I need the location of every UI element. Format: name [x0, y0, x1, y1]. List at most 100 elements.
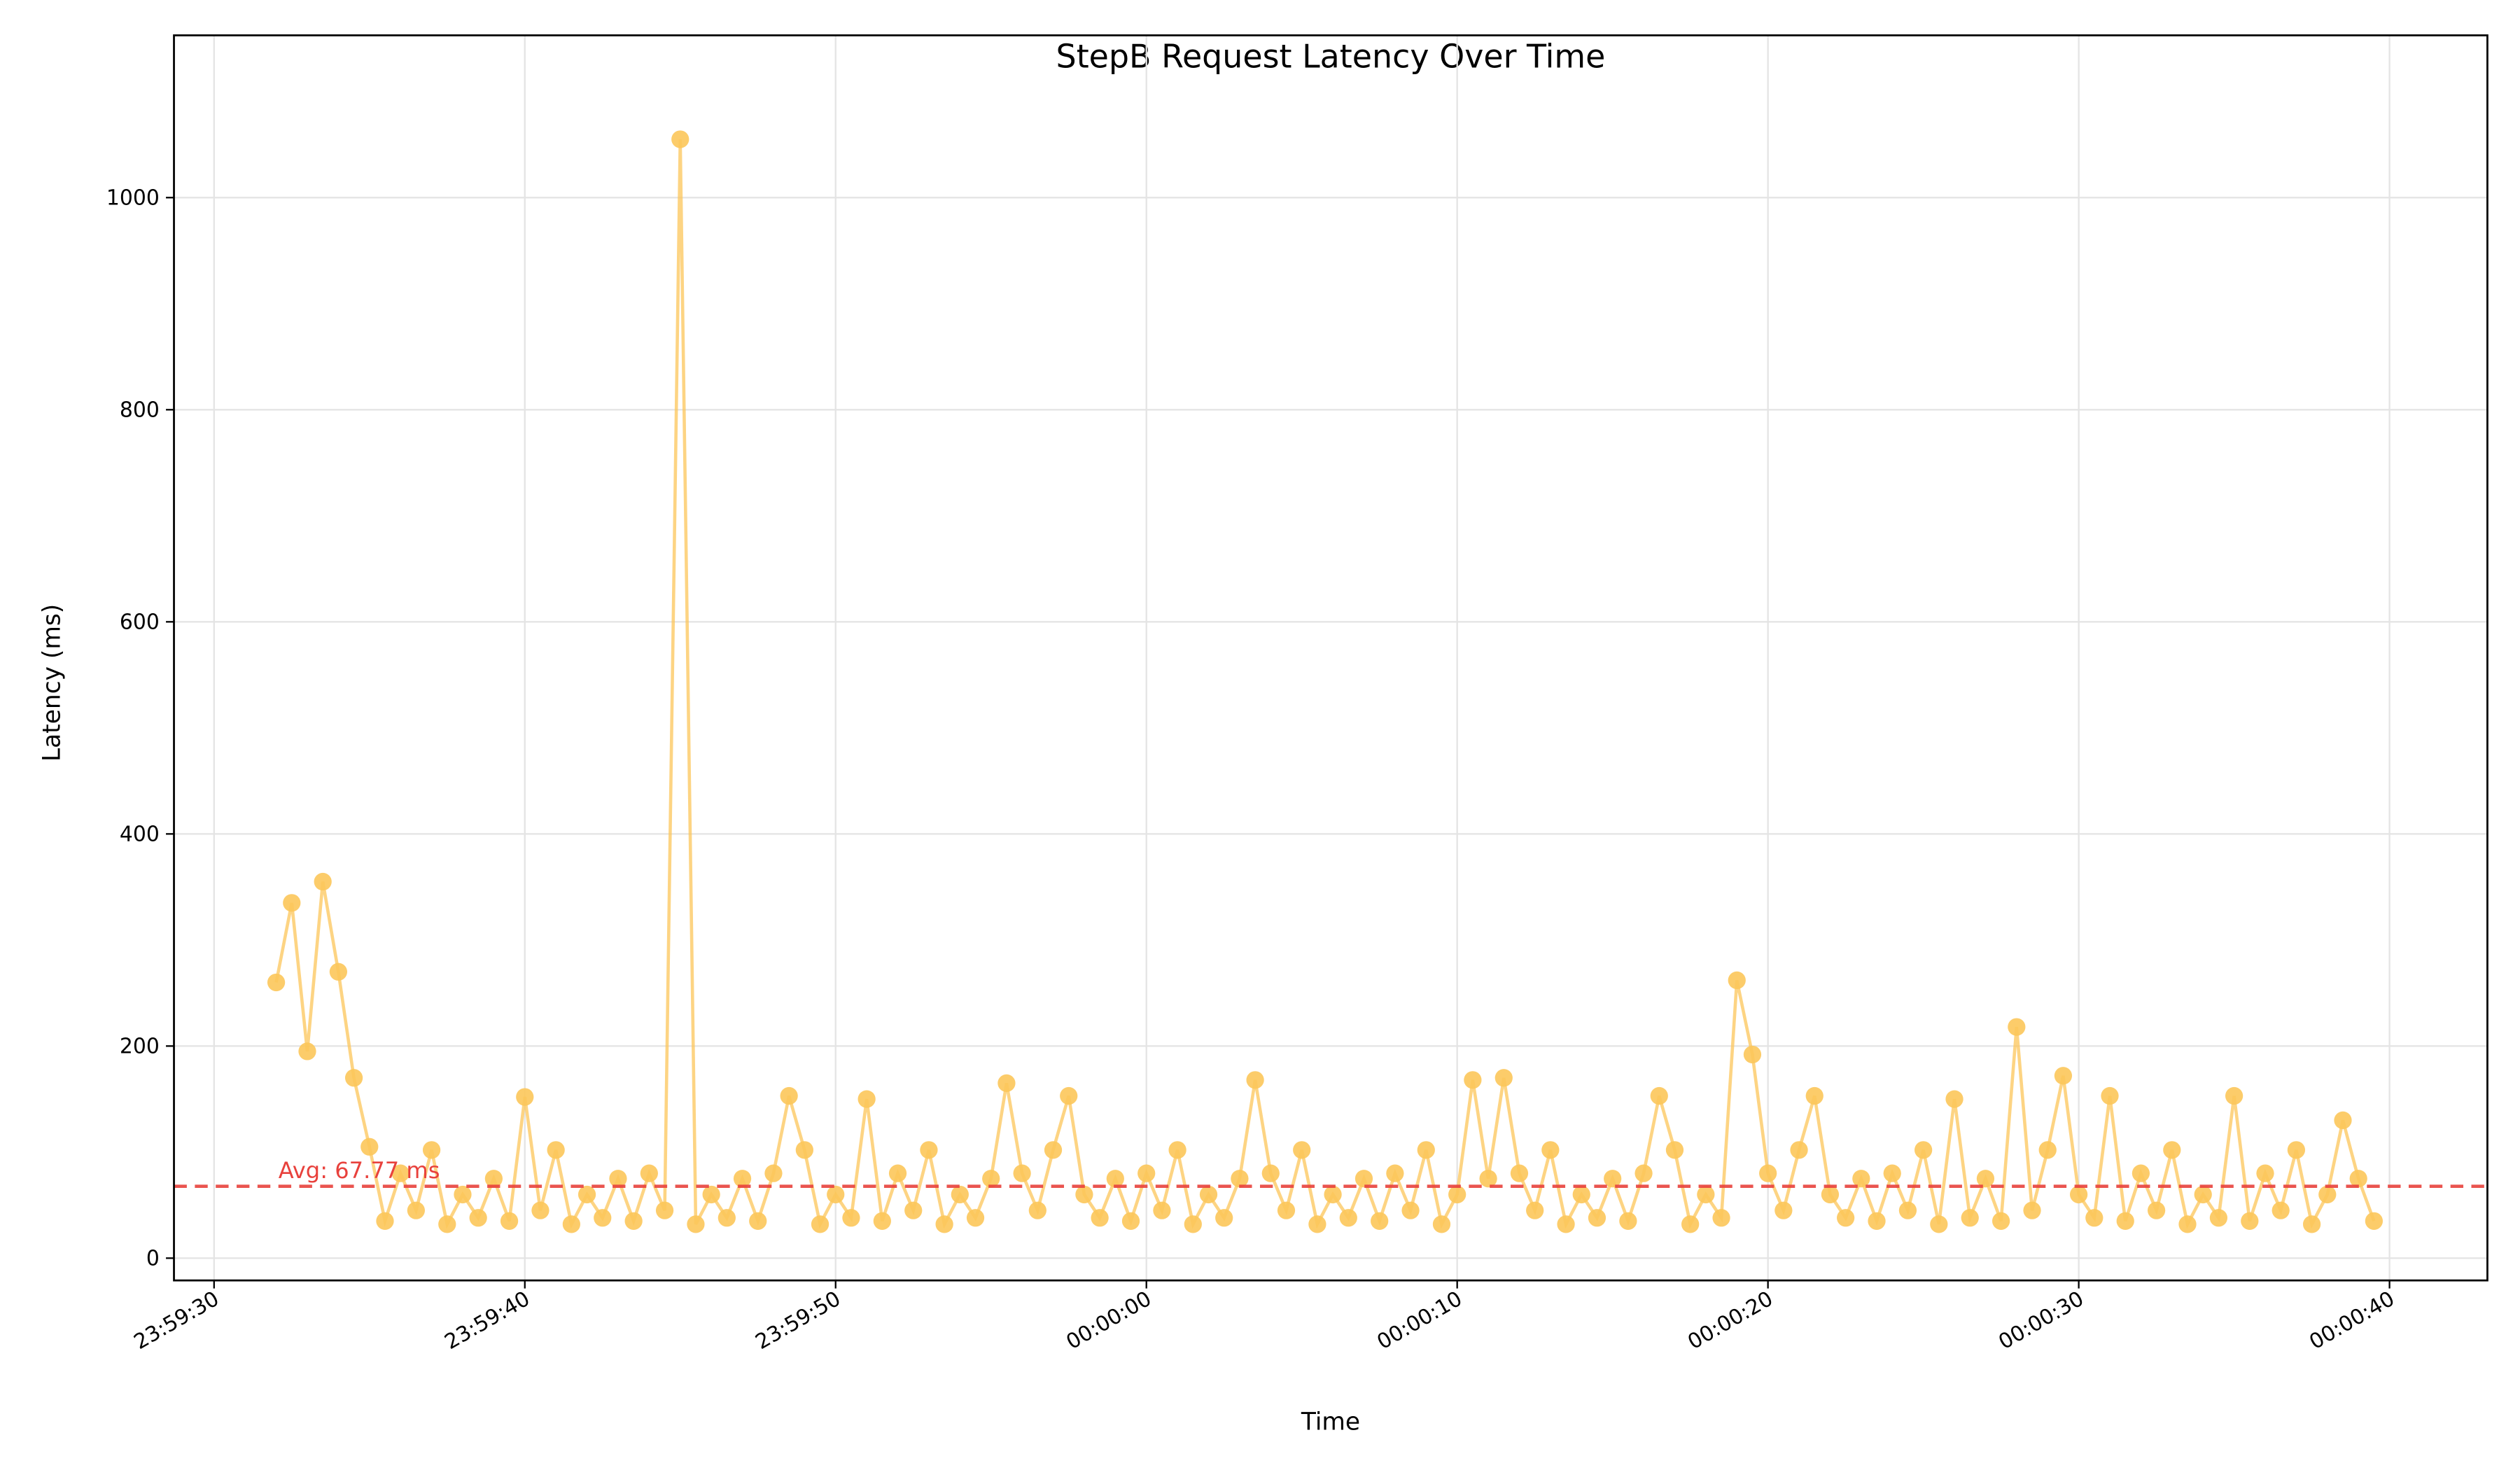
data-point	[951, 1185, 969, 1204]
data-point	[1837, 1209, 1855, 1227]
data-point	[2132, 1164, 2150, 1182]
data-point	[1883, 1164, 1901, 1182]
data-point	[2116, 1212, 2134, 1230]
data-point	[2069, 1185, 2088, 1204]
data-point	[655, 1201, 674, 1219]
data-point	[2302, 1215, 2321, 1233]
data-point	[391, 1164, 410, 1182]
data-point	[298, 1042, 316, 1060]
data-point	[780, 1086, 798, 1105]
data-point	[1697, 1185, 1715, 1204]
data-point	[1743, 1045, 1762, 1064]
y-tick-label: 800	[120, 398, 160, 423]
data-point	[1898, 1201, 1917, 1219]
data-point	[454, 1185, 472, 1204]
data-point	[733, 1170, 752, 1188]
data-point	[1759, 1164, 1777, 1182]
data-point	[1821, 1185, 1840, 1204]
data-point	[1665, 1141, 1684, 1159]
data-line	[274, 139, 2376, 1229]
data-point	[858, 1090, 876, 1108]
data-point	[749, 1212, 767, 1230]
data-point	[267, 973, 286, 992]
data-point	[1371, 1212, 1389, 1230]
data-point	[1868, 1212, 1886, 1230]
data-point	[1044, 1141, 1063, 1159]
data-point	[1494, 1069, 1513, 1087]
data-point	[1728, 971, 1746, 990]
data-point	[1712, 1209, 1730, 1227]
data-point	[2241, 1212, 2259, 1230]
data-point	[1945, 1090, 1963, 1108]
data-point	[1417, 1141, 1435, 1159]
data-point	[1604, 1170, 1622, 1188]
data-point	[469, 1209, 487, 1227]
data-point	[1231, 1170, 1249, 1188]
data-point	[1215, 1209, 1233, 1227]
data-point	[547, 1141, 565, 1159]
data-point	[562, 1215, 580, 1233]
data-point	[1805, 1086, 1823, 1105]
data-point	[764, 1164, 783, 1182]
data-point	[935, 1215, 953, 1233]
data-point	[1168, 1141, 1186, 1159]
data-point	[1930, 1215, 1948, 1233]
data-point	[795, 1141, 813, 1159]
data-point	[966, 1209, 985, 1227]
data-point	[624, 1212, 643, 1230]
data-point	[1634, 1164, 1653, 1182]
data-point	[1526, 1201, 1544, 1219]
data-point	[1339, 1209, 1357, 1227]
data-point	[2008, 1018, 2026, 1036]
data-point	[1199, 1185, 1218, 1204]
data-point	[1121, 1212, 1140, 1230]
data-point	[888, 1164, 907, 1182]
data-point	[2147, 1201, 2166, 1219]
data-point	[1246, 1071, 1264, 1089]
data-point	[2334, 1111, 2352, 1130]
data-point	[2349, 1170, 2367, 1188]
data-point	[1432, 1215, 1451, 1233]
y-tick-label: 200	[120, 1035, 160, 1059]
data-point	[1976, 1170, 1995, 1188]
data-point	[842, 1209, 860, 1227]
data-point	[376, 1212, 394, 1230]
data-point	[484, 1170, 503, 1188]
data-point	[1572, 1185, 1590, 1204]
data-point	[1106, 1170, 1124, 1188]
data-point	[344, 1069, 363, 1087]
data-point	[1619, 1212, 1637, 1230]
data-point	[578, 1185, 596, 1204]
y-axis-label: Latency (ms)	[38, 604, 66, 762]
data-point	[1588, 1209, 1606, 1227]
data-point	[671, 130, 690, 148]
data-point	[1541, 1141, 1560, 1159]
data-point	[1650, 1086, 1668, 1105]
data-point	[422, 1141, 441, 1159]
y-tick-label: 0	[146, 1247, 160, 1271]
data-point	[1510, 1164, 1529, 1182]
data-point	[702, 1185, 720, 1204]
data-point	[1324, 1185, 1342, 1204]
y-tick-label: 1000	[106, 186, 160, 211]
data-point	[640, 1164, 658, 1182]
data-point	[811, 1215, 830, 1233]
y-tick-label: 600	[120, 610, 160, 635]
data-point	[1681, 1215, 1700, 1233]
data-point	[2054, 1067, 2073, 1085]
data-point	[1852, 1170, 1870, 1188]
data-point	[407, 1201, 426, 1219]
data-point	[997, 1074, 1016, 1093]
data-point	[1075, 1185, 1093, 1204]
plot-frame	[173, 34, 2488, 1282]
data-point	[1464, 1071, 1482, 1089]
data-point	[718, 1209, 736, 1227]
chart-title: StepB Request Latency Over Time	[1056, 37, 1606, 75]
data-point	[500, 1212, 519, 1230]
data-point	[904, 1201, 923, 1219]
data-point	[2225, 1086, 2244, 1105]
data-point	[1961, 1209, 1979, 1227]
data-point	[827, 1185, 845, 1204]
